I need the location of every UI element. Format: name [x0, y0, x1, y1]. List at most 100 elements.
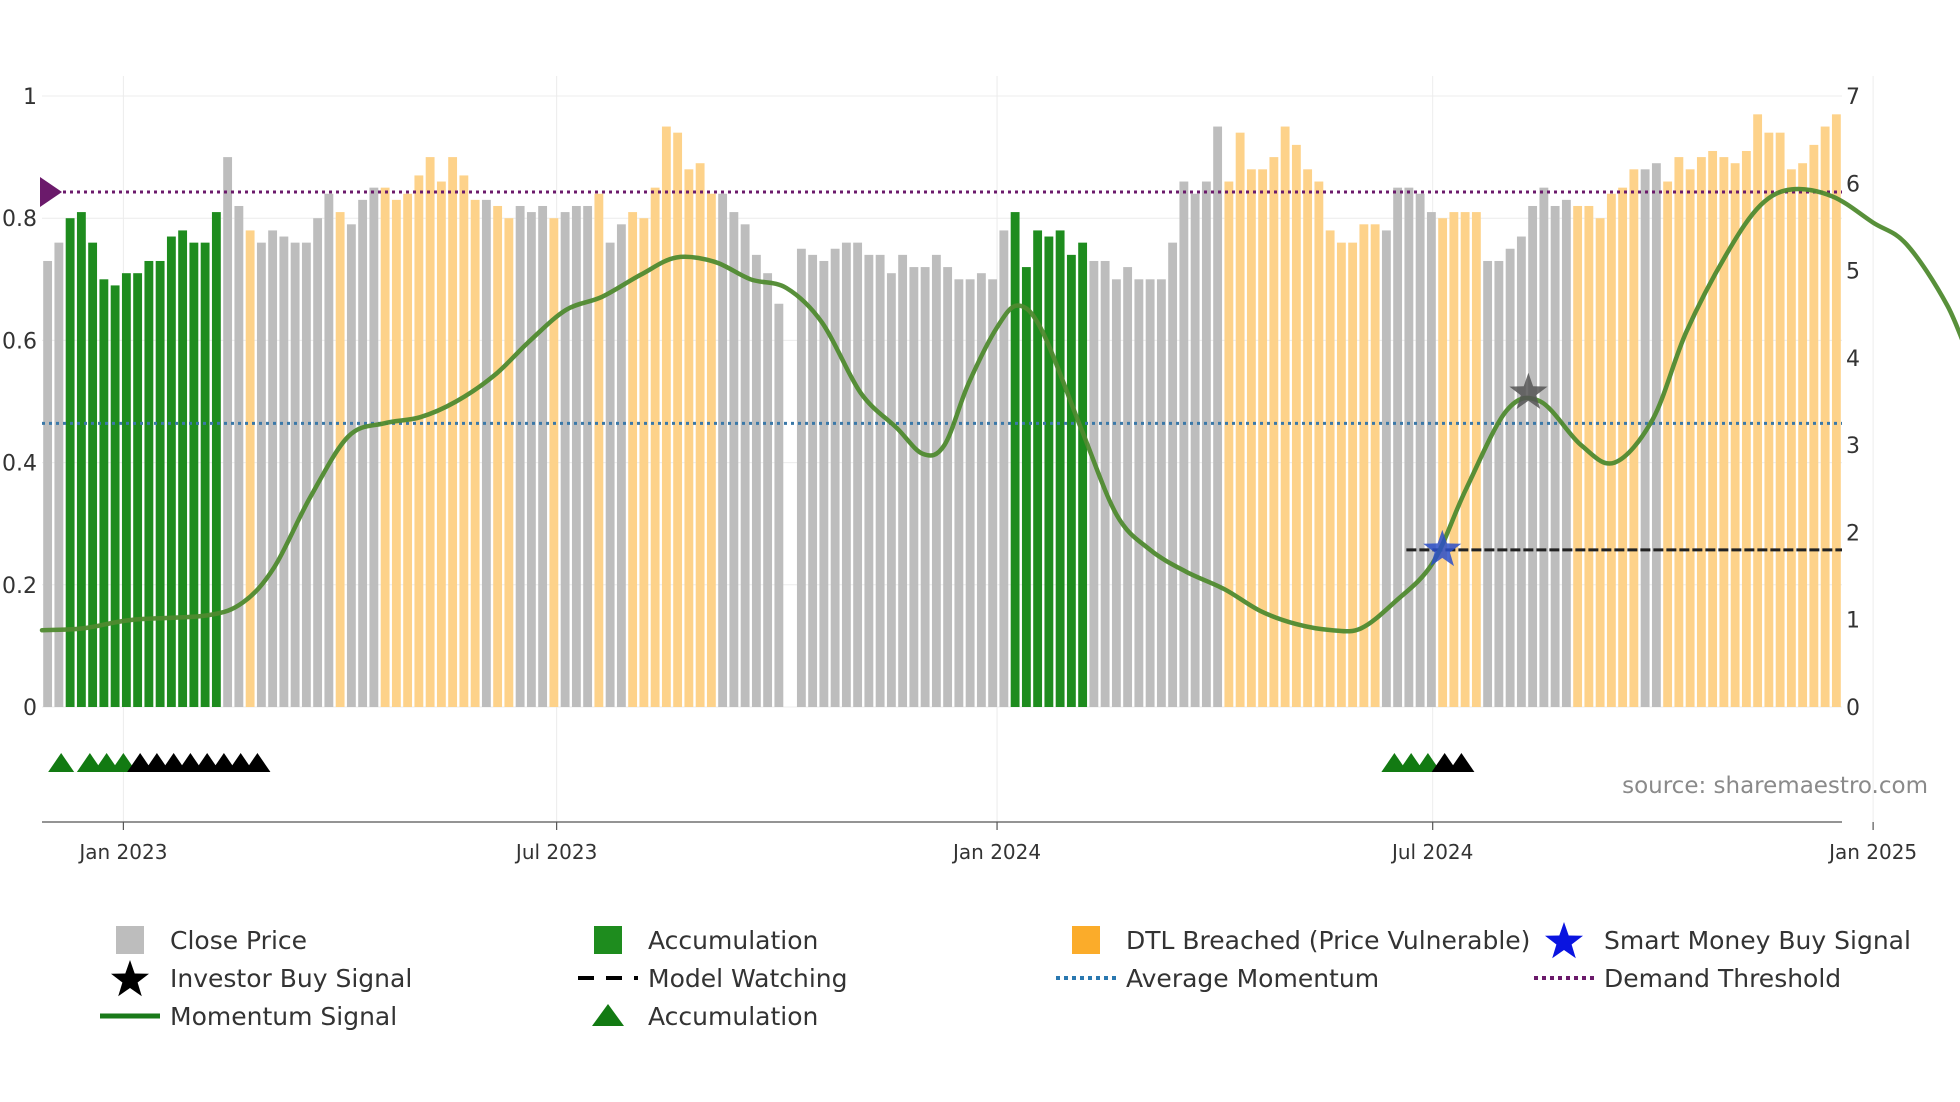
close-price-bar — [256, 242, 266, 707]
dtl-breached-bar — [1359, 224, 1369, 707]
close-price-bar — [1393, 187, 1403, 707]
close-price-bar — [43, 260, 53, 707]
legend: Close Price Accumulation DTL Breached (Pri… — [100, 922, 1911, 1031]
dtl-breached-bar — [1730, 163, 1740, 707]
close-price-bar — [976, 273, 986, 707]
legend-item-demand-threshold: Demand Threshold — [1534, 964, 1841, 993]
legend-swatch — [116, 926, 144, 954]
legend-star — [111, 960, 149, 997]
close-price-bar — [1561, 199, 1571, 707]
close-price-bar — [1505, 248, 1515, 707]
dtl-breached-bar — [1573, 205, 1583, 708]
accumulation-bar — [99, 279, 109, 707]
dtl-breached-bar — [425, 157, 435, 708]
y-right-tick-label: 0 — [1846, 696, 1860, 721]
close-price-bar — [571, 205, 581, 708]
close-price-bar — [538, 205, 548, 708]
dtl-breached-bar — [1753, 114, 1763, 707]
investor-triangle — [177, 753, 204, 772]
dtl-breached-bar — [1708, 150, 1718, 708]
dtl-breached-bar — [1820, 126, 1830, 708]
legend-item-investor-buy: Investor Buy Signal — [111, 960, 412, 997]
close-price-bar — [560, 212, 570, 707]
accumulation-bar — [65, 218, 75, 707]
x-tick-label: Jul 2023 — [514, 840, 597, 864]
dtl-breached-bar — [661, 126, 671, 708]
close-price-bar — [1483, 260, 1493, 707]
dtl-breached-bar — [1471, 212, 1481, 707]
close-price-bar — [841, 242, 851, 707]
legend-item-accumulation-tri: Accumulation — [592, 1002, 818, 1031]
dtl-breached-bar — [1606, 193, 1616, 707]
accumulation-bar — [144, 260, 154, 707]
dtl-breached-bar — [493, 205, 503, 708]
investor-triangle — [1431, 753, 1458, 772]
close-price-bar — [875, 254, 885, 708]
close-price-bar — [954, 279, 964, 707]
close-price-bar — [1213, 126, 1223, 708]
dtl-breached-bar — [1775, 132, 1785, 707]
dtl-breached-bar — [1629, 169, 1639, 707]
close-price-bar — [819, 260, 829, 707]
dtl-breached-bar — [594, 193, 604, 707]
accumulation-bar — [1078, 242, 1088, 707]
y-right-tick-label: 3 — [1846, 434, 1860, 459]
close-price-bar — [886, 273, 896, 707]
legend-item-momentum-signal: Momentum Signal — [100, 1002, 397, 1031]
y-right-tick-label: 6 — [1846, 172, 1860, 197]
close-price-bar — [1100, 260, 1110, 707]
accumulation-bar — [88, 242, 98, 707]
dtl-breached-bar — [650, 187, 660, 707]
dtl-breached-bar — [391, 199, 401, 707]
investor-buy-signal-star — [1509, 372, 1548, 409]
close-price-bar — [1539, 187, 1549, 707]
legend-item-smart-money: Smart Money Buy Signal — [1545, 922, 1911, 959]
close-price-bar — [223, 157, 233, 708]
dtl-breached-bar — [628, 212, 638, 707]
close-price-bar — [763, 273, 773, 707]
dtl-breached-bar — [245, 230, 255, 708]
close-price-bar — [1145, 279, 1155, 707]
close-price-bar — [313, 218, 323, 707]
legend-item-accumulation-bar: Accumulation — [594, 926, 818, 955]
dtl-breached-bar — [459, 175, 469, 707]
legend-label: Investor Buy Signal — [170, 964, 412, 993]
dtl-breached-bar — [1798, 163, 1808, 707]
x-tick-label: Jan 2023 — [77, 840, 167, 864]
legend-star — [1545, 922, 1583, 959]
close-price-bar — [1111, 279, 1121, 707]
dtl-breached-bar — [403, 193, 413, 707]
close-price-bar — [1168, 242, 1178, 707]
close-price-bar — [774, 303, 784, 707]
legend-item-model-watching: Model Watching — [578, 964, 848, 993]
dtl-breached-bar — [1314, 181, 1324, 708]
accumulation-bar — [211, 212, 221, 707]
accumulation-bar — [1021, 267, 1031, 707]
legend-label: Smart Money Buy Signal — [1604, 926, 1911, 955]
accumulation-triangle — [76, 753, 103, 772]
close-price-bar — [718, 193, 728, 707]
dtl-breached-bar — [1741, 150, 1751, 708]
close-price-bar — [324, 193, 334, 707]
close-price-bar — [1134, 279, 1144, 707]
close-price-bar — [853, 242, 863, 707]
close-price-bar — [931, 254, 941, 708]
close-price-bar — [54, 242, 64, 707]
accumulation-triangle — [110, 753, 137, 772]
accumulation-bar — [1033, 230, 1043, 708]
close-price-bar — [1426, 212, 1436, 707]
accumulation-bar — [1066, 254, 1076, 708]
dtl-breached-bar — [335, 212, 345, 707]
close-price-bar — [751, 254, 761, 708]
close-price-bar — [943, 267, 953, 707]
legend-label: Model Watching — [648, 964, 848, 993]
close-price-bar — [1494, 260, 1504, 707]
close-price-bar — [616, 224, 626, 707]
close-price-bar — [1089, 260, 1099, 707]
accumulation-bar — [121, 273, 131, 707]
accumulation-bar — [178, 230, 188, 708]
dtl-breached-bar — [1336, 242, 1346, 707]
close-price-bar — [526, 212, 536, 707]
accumulation-triangle — [48, 753, 75, 772]
y-left-tick-label: 1 — [23, 85, 37, 110]
